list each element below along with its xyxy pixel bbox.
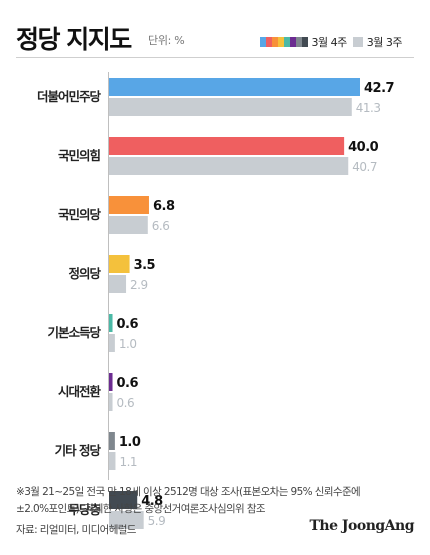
bar-current <box>109 373 113 391</box>
category-label: 시대전환 <box>58 384 102 399</box>
legend-stripe <box>277 37 284 47</box>
bar-previous <box>109 334 115 352</box>
bar-current <box>109 314 113 332</box>
category-label: 국민의힘 <box>58 148 101 163</box>
bar-current <box>109 196 149 214</box>
header-divider <box>16 57 414 58</box>
category-label: 기타 정당 <box>55 443 102 458</box>
legend-label-current: 3월 4주 <box>311 36 348 49</box>
bar-previous <box>109 452 116 470</box>
bar-previous <box>109 275 127 293</box>
value-label-previous: 41.3 <box>356 101 381 115</box>
bar-current <box>109 255 130 273</box>
value-label-current: 0.6 <box>117 376 139 391</box>
bar-previous <box>109 157 349 175</box>
value-label-current: 6.8 <box>153 199 175 214</box>
category-axis-line <box>108 72 109 480</box>
legend-stripe <box>265 37 272 47</box>
survey-footnote: ※3월 21~25일 전국 만 18세 이상 2512명 대상 조사(표본오차는… <box>16 486 361 515</box>
category-label: 기본소득당 <box>47 325 101 340</box>
value-label-previous: 5.9 <box>148 514 166 528</box>
value-label-previous: 40.7 <box>352 160 377 174</box>
bar-previous <box>109 393 113 411</box>
legend-stripe <box>283 37 290 47</box>
value-label-current: 0.6 <box>117 317 139 332</box>
category-label: 정의당 <box>68 266 101 281</box>
category-label: 국민의당 <box>58 207 102 222</box>
legend-stripe <box>295 37 302 47</box>
legend-swatch-current <box>259 37 308 47</box>
value-label-previous: 0.6 <box>117 396 135 410</box>
bar-current <box>109 432 115 450</box>
bar-current <box>109 78 360 96</box>
value-label-previous: 1.1 <box>119 455 137 469</box>
legend-stripe <box>289 37 296 47</box>
legend-label-previous: 3월 3주 <box>366 36 403 49</box>
value-label-previous: 1.0 <box>119 337 137 351</box>
bar-previous <box>109 98 352 116</box>
value-label-current: 40.0 <box>348 140 379 155</box>
legend-stripe <box>301 37 308 47</box>
value-label-current: 4.8 <box>141 494 163 509</box>
bar-previous <box>109 216 148 234</box>
chart-title: 정당 지지도 <box>16 25 132 54</box>
value-label-current: 1.0 <box>119 435 141 450</box>
legend-stripe <box>259 37 266 47</box>
category-label: 더불어민주당 <box>37 89 102 104</box>
value-label-current: 42.7 <box>364 81 395 96</box>
bar-current <box>109 491 138 509</box>
unit-label: 단위: % <box>148 34 185 47</box>
bar-previous <box>109 511 144 529</box>
value-label-previous: 2.9 <box>130 278 148 292</box>
source-credit: 자료: 리얼미터, 미디어헤럴드 <box>16 524 136 536</box>
legend: 3월 4주 3월 3주 <box>259 34 403 50</box>
legend-stripe <box>271 37 278 47</box>
legend-swatch-previous <box>352 37 363 47</box>
category-label: 무당층 <box>68 502 101 517</box>
value-label-current: 3.5 <box>134 258 156 273</box>
publisher-logo: The JoongAng <box>309 518 415 534</box>
value-label-previous: 6.6 <box>152 219 170 233</box>
bar-current <box>109 137 345 155</box>
